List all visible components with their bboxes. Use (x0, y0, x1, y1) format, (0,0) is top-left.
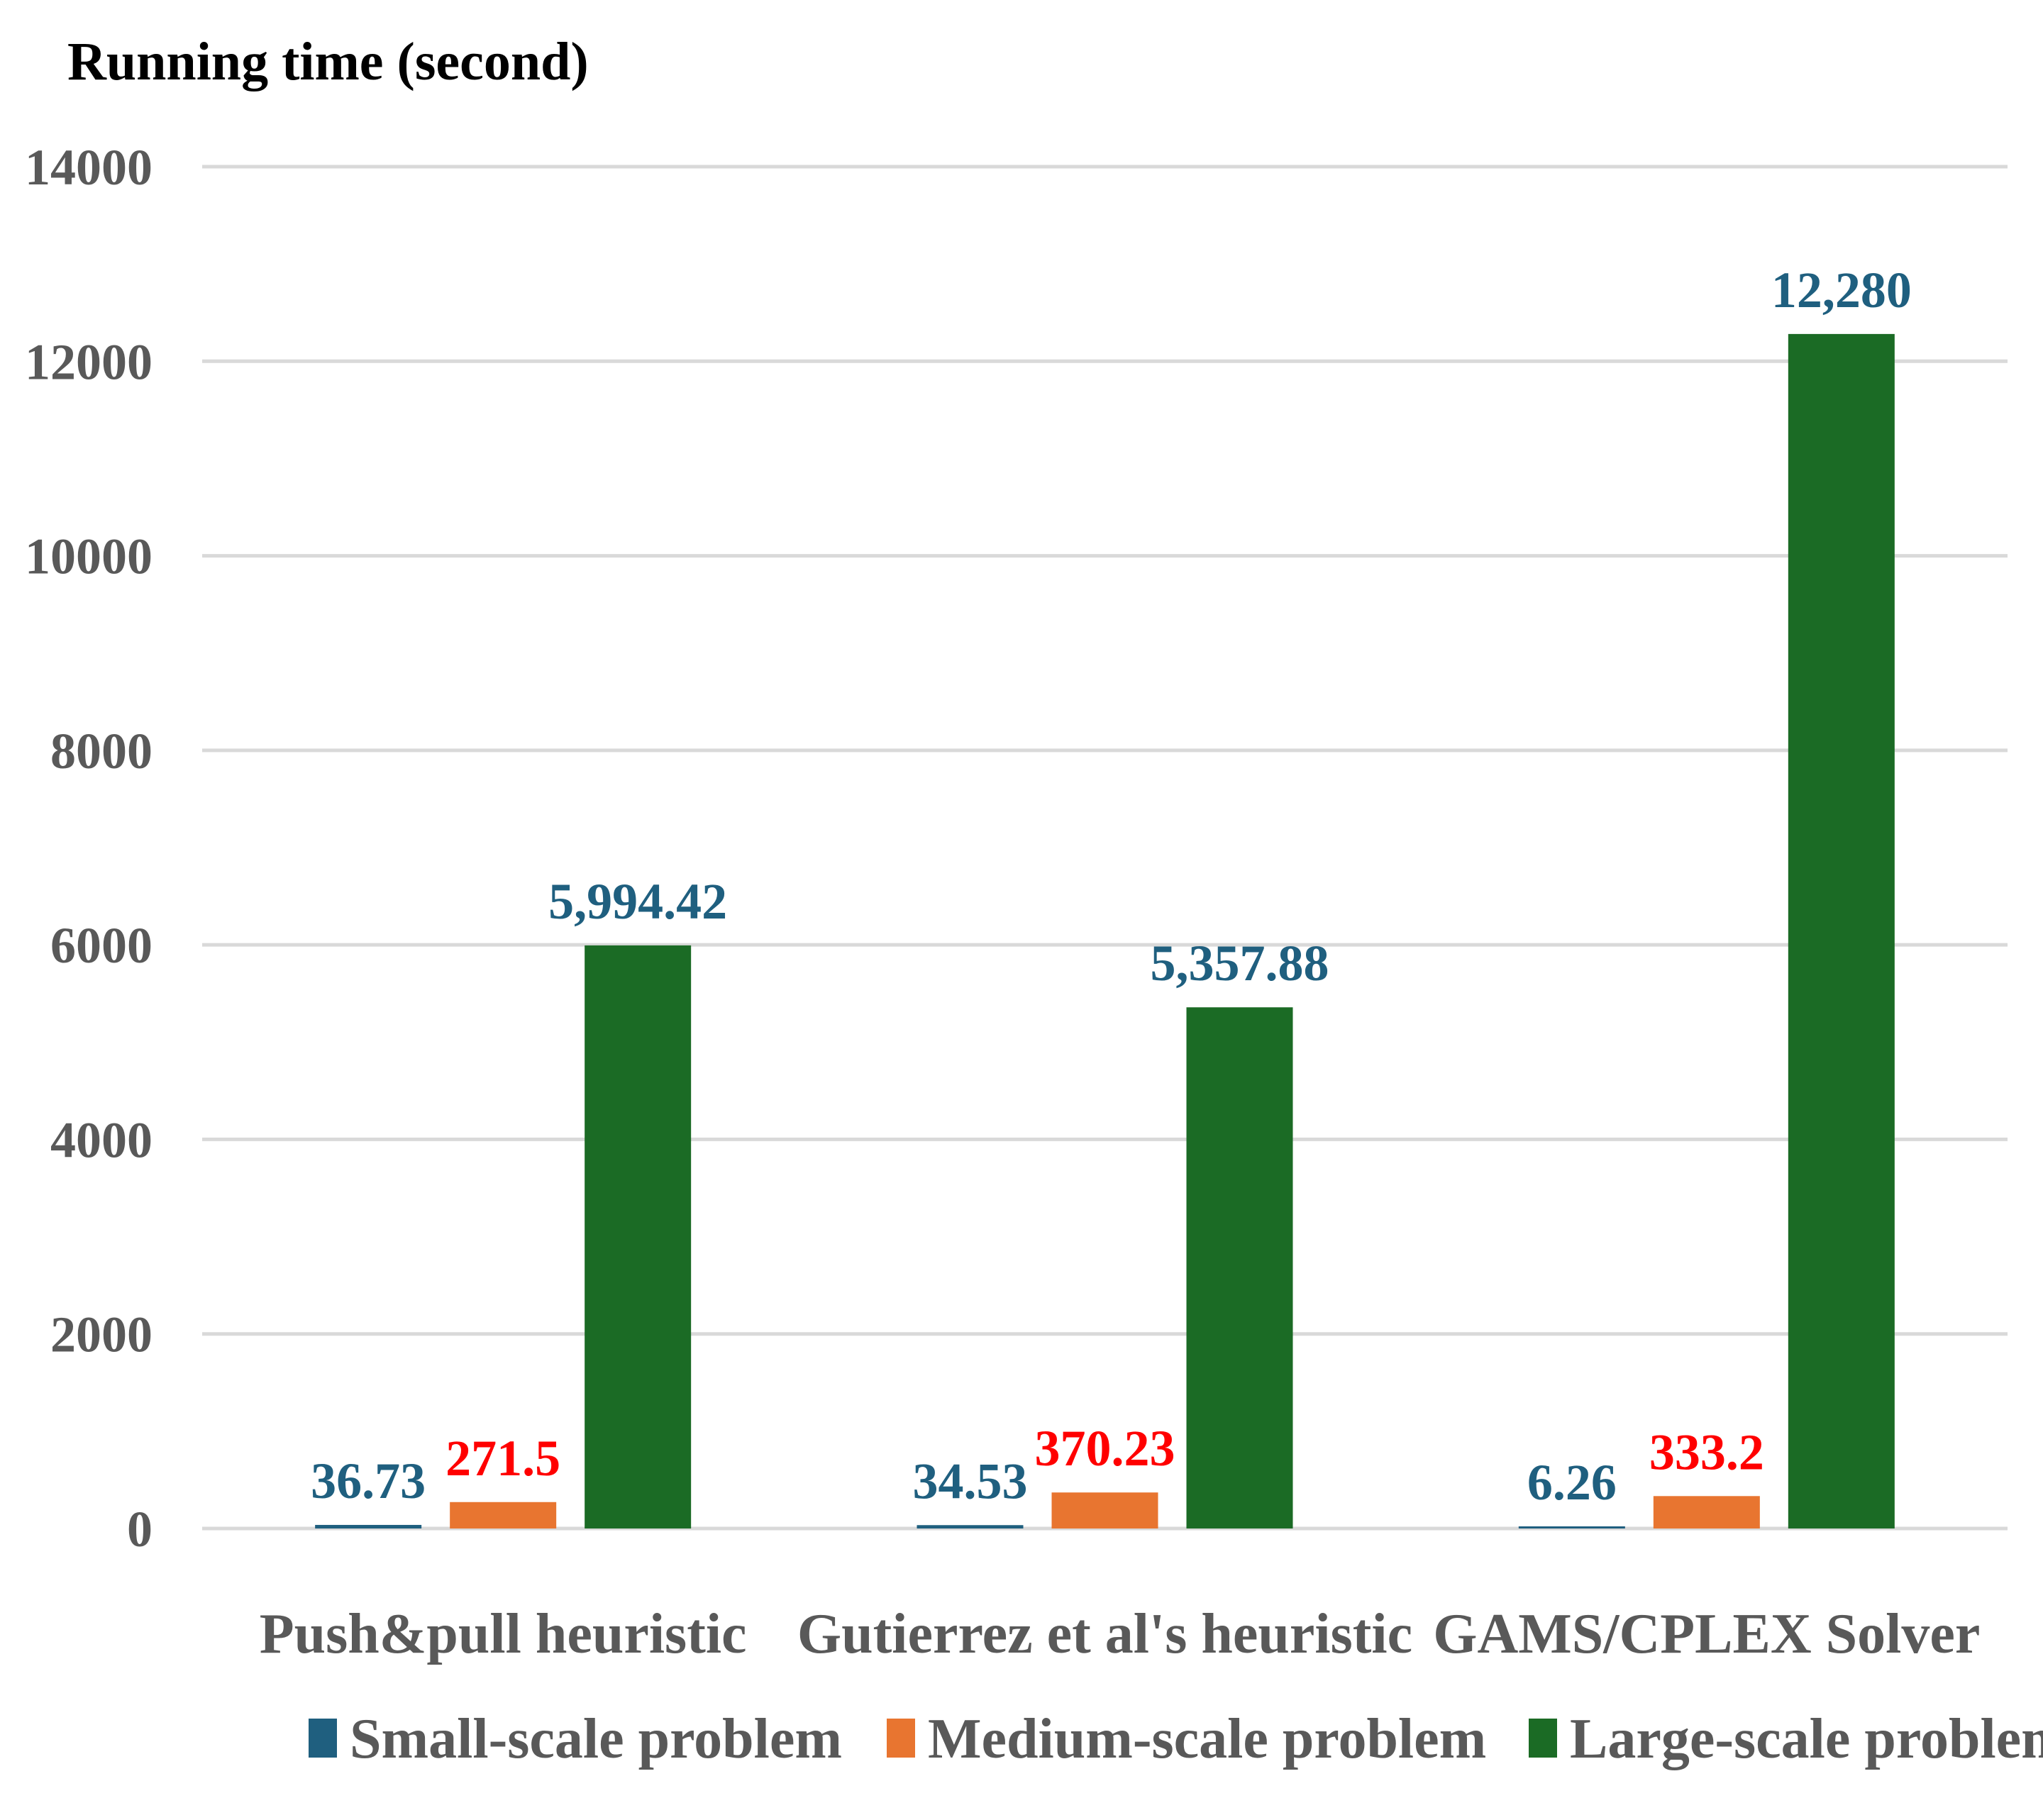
legend-label: Large-scale problem (1570, 1708, 2043, 1770)
legend-swatch (1529, 1719, 1557, 1758)
data-label: 5,357.88 (1151, 935, 1329, 992)
bar (1518, 1526, 1625, 1528)
y-axis-ticks: 0 2000 4000 6000 8000 10000 12000 14000 (25, 139, 153, 1558)
bar (1051, 1492, 1158, 1528)
data-label: 5,994.42 (548, 873, 727, 930)
bar (1186, 1007, 1293, 1528)
y-tick-label: 12000 (25, 333, 153, 390)
bars (315, 333, 1895, 1528)
data-label: 333.2 (1649, 1424, 1764, 1480)
data-label: 370.23 (1035, 1420, 1175, 1477)
bar (917, 1525, 1024, 1528)
data-label: 271.5 (445, 1430, 560, 1487)
y-tick-label: 4000 (50, 1111, 153, 1168)
legend-label: Small-scale problem (350, 1708, 842, 1770)
data-label: 34.53 (913, 1453, 1028, 1509)
y-tick-label: 6000 (50, 917, 153, 974)
data-label: 6.26 (1527, 1454, 1617, 1511)
legend-label: Medium-scale problem (928, 1708, 1486, 1770)
x-category-label: Push&pull heuristic (260, 1603, 747, 1665)
bar (1653, 1496, 1760, 1528)
y-tick-label: 2000 (50, 1306, 153, 1363)
data-label: 12,280 (1771, 262, 1912, 318)
y-tick-label: 8000 (50, 723, 153, 779)
y-tick-label: 10000 (25, 528, 153, 585)
x-category-label: GAMS/CPLEX Solver (1433, 1603, 1980, 1665)
x-category-label: Gutierrez et al's heuristic (797, 1603, 1412, 1665)
y-tick-label: 0 (127, 1501, 153, 1558)
bar (585, 945, 692, 1528)
bar (450, 1502, 557, 1528)
legend-swatch (309, 1719, 337, 1758)
bar (315, 1524, 422, 1528)
y-tick-label: 14000 (25, 139, 153, 196)
legend-swatch (887, 1719, 915, 1758)
y-axis-title: Running time (second) (67, 32, 589, 91)
legend: Small-scale problem Medium-scale problem L… (309, 1708, 2043, 1770)
gridlines (202, 165, 2008, 1531)
data-label: 36.73 (311, 1453, 426, 1509)
bar (1788, 333, 1895, 1528)
x-axis-categories: Push&pull heuristic Gutierrez et al's heu… (260, 1603, 1981, 1665)
